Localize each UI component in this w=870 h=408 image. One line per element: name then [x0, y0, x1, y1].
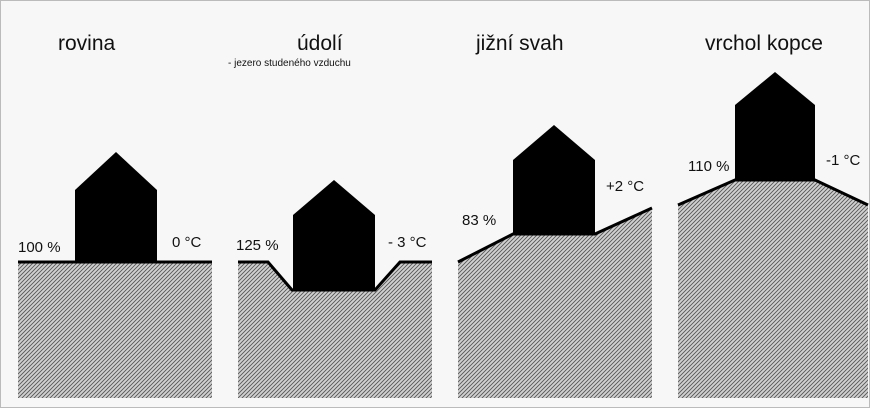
temperature-label: 0 °C [172, 234, 202, 251]
percent-label: 110 % [688, 158, 729, 175]
house [75, 152, 157, 262]
ground [18, 262, 212, 398]
ground [678, 180, 868, 398]
panel: jižní svah 83 % +2 °C [457, 32, 653, 398]
panel-title: jižní svah [475, 32, 564, 55]
ground [458, 208, 652, 398]
house [735, 72, 815, 180]
panel-title: údolí [297, 32, 343, 55]
percent-label: 100 % [18, 239, 61, 256]
panel: rovina 100 % 0 °C [18, 32, 212, 398]
percent-label: 125 % [236, 237, 279, 254]
panel-title: rovina [58, 32, 116, 55]
panel: údolí - jezero studeného vzduchu 125 % -… [228, 32, 432, 398]
panel: vrchol kopce 110 % -1 °C [677, 32, 869, 398]
house [513, 125, 595, 234]
panel-subtitle: - jezero studeného vzduchu [228, 58, 351, 69]
temperature-label: -1 °C [826, 152, 861, 169]
temperature-label: - 3 °C [388, 234, 427, 251]
temperature-label: +2 °C [606, 178, 644, 195]
ground [238, 262, 432, 398]
percent-label: 83 % [462, 212, 496, 229]
house [293, 180, 375, 290]
panel-title: vrchol kopce [705, 32, 823, 55]
